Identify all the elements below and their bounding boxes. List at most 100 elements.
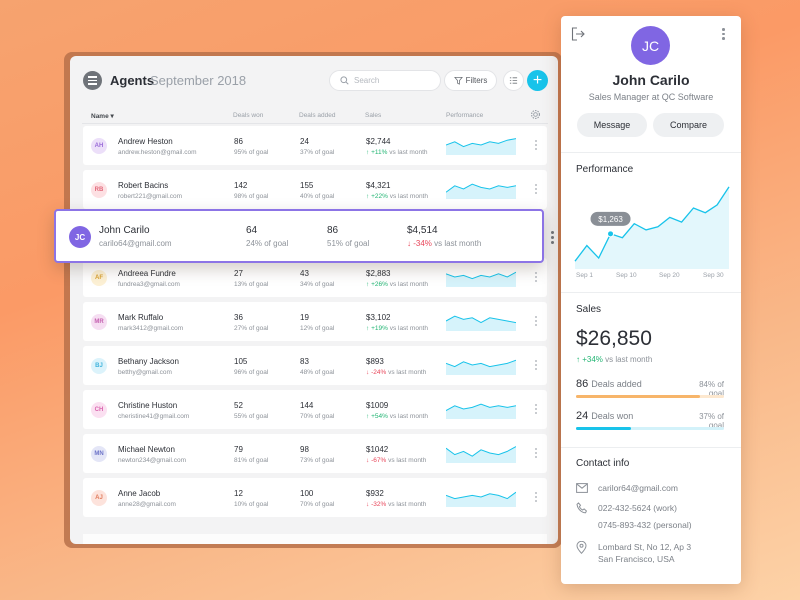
deals-added-goal: 40% of goal bbox=[300, 193, 335, 200]
more-options-icon[interactable] bbox=[551, 231, 554, 246]
performance-sparkline bbox=[446, 183, 516, 199]
more-options-icon[interactable] bbox=[535, 492, 538, 504]
performance-line bbox=[574, 186, 730, 262]
table-row[interactable]: CH Christine Huston cheristine41@gmail.c… bbox=[83, 390, 547, 429]
profile-role: Sales Manager at QC Software bbox=[588, 92, 714, 102]
more-options-icon[interactable] bbox=[535, 316, 538, 328]
avatar: AH bbox=[91, 138, 107, 154]
column-deals-added[interactable]: Deals added bbox=[299, 112, 336, 119]
page-subtitle: September 2018 bbox=[150, 73, 247, 88]
menu-button[interactable] bbox=[83, 71, 102, 90]
agent-name: Christine Huston bbox=[118, 401, 178, 410]
table-row[interactable]: MR Mark Ruffalo mark3412@gmail.com 36 27… bbox=[83, 302, 547, 341]
sparkline-area bbox=[446, 316, 516, 331]
sales-trend: ↓ -24% vs last month bbox=[366, 369, 426, 376]
deals-won-goal: 95% of goal bbox=[234, 149, 269, 156]
sparkline-area bbox=[446, 446, 516, 463]
deals-added-goal: 84% of goal bbox=[699, 380, 724, 398]
sales-trend: ↑ +54% vs last month bbox=[366, 413, 428, 420]
compare-button[interactable]: Compare bbox=[653, 113, 724, 137]
deals-added-goal: 70% of goal bbox=[300, 501, 335, 508]
more-options-icon[interactable] bbox=[535, 360, 538, 372]
performance-title: Performance bbox=[576, 164, 634, 175]
more-options-icon[interactable] bbox=[535, 272, 538, 284]
sales-value: $4,514 bbox=[407, 225, 438, 236]
x-tick-label: Sep 1 bbox=[576, 272, 593, 279]
arrow-up-icon: ↑ bbox=[576, 355, 580, 364]
deals-won-label: Deals won bbox=[591, 411, 634, 421]
performance-area bbox=[575, 186, 729, 269]
table-row[interactable]: AF Andreea Fundre fundrea3@gmail.com 27 … bbox=[83, 258, 547, 297]
contact-phone-personal[interactable]: 0745-893-432 (personal) bbox=[598, 520, 692, 530]
performance-tooltip: $1,263 bbox=[590, 211, 631, 226]
agent-email: fundrea3@gmail.com bbox=[118, 281, 180, 288]
sales-trend-label: vs last month bbox=[388, 501, 427, 508]
deals-won-goal: 37% of goal bbox=[699, 412, 724, 430]
agent-email: robert221@gmail.com bbox=[118, 193, 183, 200]
table-row[interactable]: BJ Bethany Jackson betthy@gmail.com 105 … bbox=[83, 346, 547, 385]
agent-name: John Carilo bbox=[99, 225, 150, 236]
deals-won-goal: 55% of goal bbox=[234, 413, 269, 420]
sparkline-line bbox=[446, 446, 516, 457]
more-options-icon[interactable] bbox=[535, 140, 538, 152]
filters-button[interactable]: Filters bbox=[444, 70, 497, 91]
column-name-label: Name bbox=[91, 113, 109, 120]
arrow-down-icon: ↓ bbox=[366, 369, 370, 376]
selected-agent-row[interactable]: JC John Carilo carilo64@gmail.com 64 24%… bbox=[54, 209, 554, 263]
search-input[interactable]: Search bbox=[329, 70, 441, 91]
agent-email: anne28@gmail.com bbox=[118, 501, 176, 508]
sales-value: $1042 bbox=[366, 445, 389, 454]
deals-added-goal: 34% of goal bbox=[300, 281, 335, 288]
table-row[interactable]: MN Michael Newton newton234@gmail.com 79… bbox=[83, 434, 547, 473]
column-name[interactable]: Name ▾ bbox=[91, 113, 114, 120]
sales-trend-value: +26% bbox=[371, 281, 388, 288]
column-deals-won[interactable]: Deals won bbox=[233, 112, 264, 119]
contact-email[interactable]: carilor64@gmail.com bbox=[598, 483, 678, 493]
performance-sparkline bbox=[446, 446, 516, 463]
agent-name: Mark Ruffalo bbox=[118, 313, 164, 322]
avatar: JC bbox=[69, 226, 91, 248]
more-options-icon[interactable] bbox=[535, 448, 538, 460]
table-header: Name ▾ Deals won Deals added Sales Perfo… bbox=[82, 108, 548, 124]
deals-won-goal: 13% of goal bbox=[234, 281, 269, 288]
sales-trend: ↑ +11% vs last month bbox=[366, 149, 428, 156]
agent-name: Bethany Jackson bbox=[118, 357, 179, 366]
agents-window: Agents September 2018 Search Filters + N… bbox=[70, 56, 558, 544]
table-row[interactable]: AH Andrew Heston andrew.heston@gmail.com… bbox=[83, 126, 547, 165]
agent-email: mark3412@gmail.com bbox=[118, 325, 184, 332]
column-performance[interactable]: Performance bbox=[446, 112, 484, 119]
more-options-icon[interactable] bbox=[535, 404, 538, 416]
agent-email: newton234@gmail.com bbox=[118, 457, 187, 464]
arrow-up-icon: ↑ bbox=[366, 325, 370, 332]
location-pin-icon bbox=[576, 541, 587, 554]
table-row[interactable]: AJ Anne Jacob anne28@gmail.com 12 10% of… bbox=[83, 478, 547, 517]
logout-icon[interactable] bbox=[571, 27, 586, 41]
avatar: BJ bbox=[91, 358, 107, 374]
performance-sparkline bbox=[446, 359, 516, 375]
sales-value: $1009 bbox=[366, 401, 389, 410]
message-button[interactable]: Message bbox=[577, 113, 647, 137]
avatar: MR bbox=[91, 314, 107, 330]
search-icon bbox=[340, 76, 349, 85]
deals-added-value: 43 bbox=[300, 269, 309, 278]
sales-trend-label: vs last month bbox=[389, 193, 428, 200]
sales-value: $932 bbox=[366, 489, 384, 498]
list-view-button[interactable] bbox=[503, 70, 524, 91]
performance-point[interactable] bbox=[607, 230, 615, 238]
gear-icon[interactable] bbox=[530, 109, 541, 120]
contact-phone-work[interactable]: 022-432-5624 (work) bbox=[598, 503, 677, 513]
deals-added-label: Deals added bbox=[591, 379, 642, 389]
sales-trend-label: vs last month bbox=[389, 149, 428, 156]
more-options-icon[interactable] bbox=[722, 28, 725, 42]
add-agent-button[interactable]: + bbox=[527, 70, 548, 91]
deals-won-value: 36 bbox=[234, 313, 243, 322]
sales-trend-value: +22% bbox=[371, 193, 388, 200]
filter-icon bbox=[453, 76, 463, 85]
column-sales[interactable]: Sales bbox=[365, 112, 382, 119]
sales-value: $2,744 bbox=[366, 137, 391, 146]
deals-added-value: 98 bbox=[300, 445, 309, 454]
sales-trend-value: +11% bbox=[371, 149, 388, 156]
more-options-icon[interactable] bbox=[535, 184, 538, 196]
contact-address-line1: Lombard St, No 12, Ap 3 bbox=[598, 542, 692, 552]
table-row[interactable]: RB Robert Bacins robert221@gmail.com 142… bbox=[83, 170, 547, 209]
